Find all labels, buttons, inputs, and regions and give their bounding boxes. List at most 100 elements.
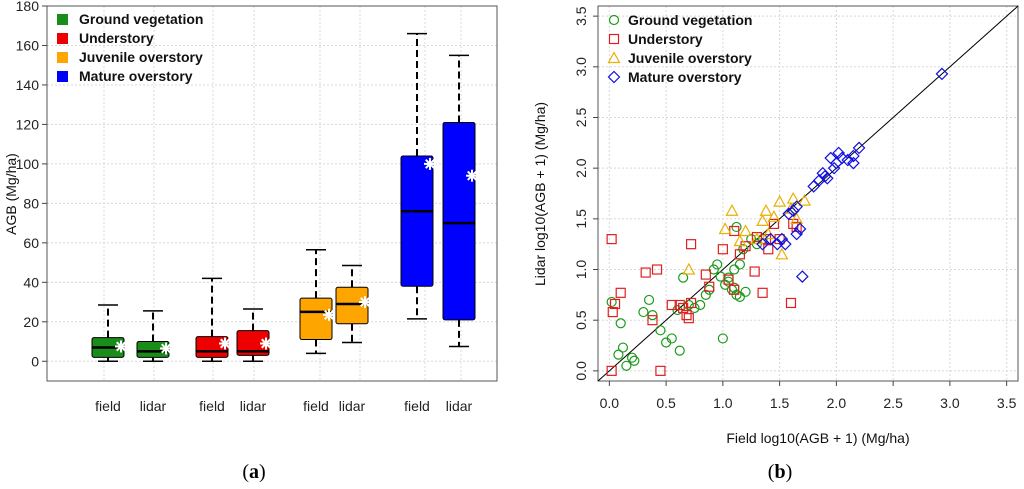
mean-marker	[260, 337, 272, 350]
legend-entry: Understory	[628, 31, 703, 47]
legend-swatch	[57, 33, 68, 44]
data-point	[606, 296, 617, 308]
box-juvenile-overstory-field	[299, 249, 335, 355]
panel-label: (a)	[242, 461, 265, 483]
data-point	[763, 244, 774, 255]
data-point	[629, 355, 640, 366]
legend-marker	[608, 33, 620, 45]
data-point	[626, 352, 638, 363]
data-point	[756, 237, 769, 251]
data-point	[807, 180, 821, 193]
data-point	[773, 194, 787, 207]
data-point	[757, 287, 768, 298]
data-point	[725, 203, 739, 216]
y-ticks: 0.0 0.5 1.0 1.5 2.0 2.5 3.0 3.5	[573, 6, 598, 381]
data-point	[712, 259, 723, 270]
box-mature-overstory-lidar	[442, 54, 478, 348]
box-understory-lidar	[236, 308, 272, 363]
data-point	[795, 270, 809, 283]
mean-marker	[115, 340, 127, 353]
y-tick-label: 40	[23, 274, 39, 290]
data-point	[790, 227, 803, 241]
data-point	[734, 249, 745, 260]
data-point	[685, 297, 697, 309]
legend-swatch	[57, 52, 68, 63]
data-point	[666, 299, 677, 311]
data-point	[718, 222, 732, 235]
y-tick-label: 0.5	[573, 310, 589, 330]
data-point	[621, 360, 632, 371]
data-point	[613, 349, 624, 360]
box-iqr	[335, 286, 369, 325]
data-point	[790, 212, 804, 224]
data-point	[786, 204, 800, 218]
legend-entry: Mature overstory	[628, 69, 742, 85]
x-tick-label: field	[303, 398, 329, 414]
legend-entry: Understory	[79, 30, 154, 46]
data-point	[682, 262, 696, 275]
data-point	[798, 193, 812, 206]
data-point	[841, 153, 855, 167]
y-tick-label: 1.5	[573, 209, 589, 229]
legend-entry: Ground vegetation	[79, 11, 203, 27]
y-tick-label: 1.0	[573, 260, 589, 280]
y-tick-label: 180	[16, 0, 40, 14]
data-point	[756, 214, 770, 226]
y-tick-label: 120	[16, 116, 40, 132]
series-understory	[606, 218, 802, 376]
data-point	[717, 333, 728, 344]
data-point	[818, 169, 832, 183]
data-point	[793, 222, 807, 236]
data-point	[764, 232, 777, 246]
data-point	[785, 297, 797, 309]
x-tick-label: lidar	[140, 398, 167, 414]
box-juvenile-overstory-lidar	[335, 264, 371, 344]
scatter-panel: 0.0 0.5 1.0 1.5 2.0 2.5 3.0 3.5 0.0 0.5 1.0 1.5 2.0…	[532, 5, 1019, 483]
x-tick-label: 0.5	[656, 395, 676, 411]
mean-marker	[219, 337, 231, 350]
scatter-points	[606, 67, 949, 376]
legend-swatch	[57, 71, 68, 82]
data-point	[852, 141, 866, 155]
data-point	[733, 234, 747, 247]
data-point	[609, 298, 621, 310]
data-point	[734, 291, 745, 302]
legend: Ground vegetation Understory Juvenile over…	[57, 11, 203, 84]
data-point	[775, 247, 789, 260]
box-mature-overstory-field	[400, 32, 436, 320]
y-ticks: 0 20 40 60 80 100 120 140 160 180	[16, 0, 47, 369]
box-iqr	[195, 336, 229, 358]
data-point	[778, 237, 792, 251]
y-tick-label: 20	[23, 314, 39, 330]
legend-swatch	[57, 14, 68, 25]
box-ground-vegetation-field	[91, 304, 127, 363]
data-point	[655, 325, 666, 336]
x-tick-label: lidar	[339, 398, 366, 414]
mean-star-stroke	[324, 309, 334, 320]
data-point	[700, 269, 711, 280]
y-axis-label: AGB (Mg/ha)	[3, 153, 19, 235]
mean-marker	[160, 342, 172, 355]
y-tick-label: 80	[23, 195, 39, 211]
y-tick-label: 0.0	[573, 361, 589, 381]
x-tick-label: 0.0	[600, 395, 620, 411]
data-point	[761, 227, 775, 240]
x-tick-label: lidar	[446, 398, 473, 414]
mean-marker	[359, 296, 371, 309]
data-point	[683, 313, 694, 324]
data-point	[717, 244, 728, 255]
data-point	[782, 207, 796, 221]
y-tick-label: 3.5	[573, 6, 589, 26]
data-point	[606, 234, 617, 245]
y-tick-label: 0	[31, 353, 39, 369]
x-tick-label: 1.0	[713, 395, 733, 411]
mean-star-stroke	[220, 338, 230, 349]
legend-entry: Ground vegetation	[628, 12, 752, 28]
data-point	[715, 271, 726, 282]
data-point	[674, 299, 685, 311]
x-tick-label: 2.0	[827, 395, 847, 411]
data-point	[643, 294, 655, 306]
data-point	[734, 259, 745, 270]
data-point	[740, 286, 751, 297]
